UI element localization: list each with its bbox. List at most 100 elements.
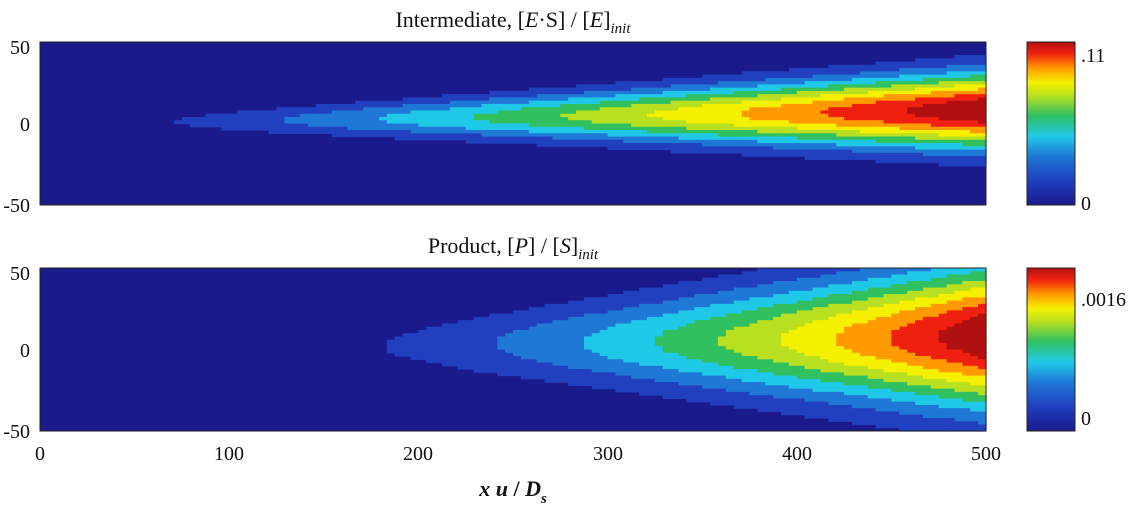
heatmap-cell	[442, 123, 451, 128]
heatmap-cell	[970, 126, 979, 131]
heatmap-cell	[922, 378, 932, 383]
heatmap-cell	[788, 404, 798, 409]
heatmap-cell	[883, 68, 892, 72]
heatmap-cell	[804, 359, 814, 364]
heatmap-cell	[773, 123, 782, 128]
heatmap-cell	[686, 100, 695, 105]
heatmap-cell	[237, 110, 246, 115]
heatmap-cell	[773, 94, 782, 99]
heatmap-cell	[560, 349, 569, 354]
heatmap-cell	[686, 281, 695, 285]
heatmap-cell	[867, 365, 877, 370]
heatmap-cell	[836, 372, 845, 377]
heatmap-cell	[702, 143, 711, 147]
heatmap-cell	[725, 300, 735, 305]
heatmap-cell	[930, 87, 940, 92]
heatmap-cell	[717, 100, 727, 105]
heatmap-cell	[883, 87, 892, 92]
heatmap-cell	[970, 329, 979, 334]
heatmap-cell	[828, 339, 837, 344]
heatmap-cell	[520, 369, 530, 373]
heatmap-cell	[875, 424, 885, 429]
heatmap-cell	[702, 303, 711, 308]
heatmap-cell	[481, 316, 490, 321]
heatmap-cell	[962, 336, 971, 341]
heatmap-cell	[489, 103, 498, 108]
heatmap-cell	[938, 336, 948, 341]
heatmap-cell	[229, 123, 238, 128]
heatmap-cell	[694, 307, 703, 311]
heatmap-cell	[938, 159, 948, 164]
heatmap-cell	[875, 61, 885, 66]
heatmap-cell	[647, 84, 656, 89]
heatmap-cell	[930, 408, 940, 413]
heatmap-cell	[449, 120, 459, 125]
heatmap-cell	[505, 103, 514, 108]
heatmap-cell	[710, 113, 719, 118]
heatmap-cell	[300, 113, 309, 118]
heatmap-cell	[568, 352, 577, 357]
heatmap-cell	[717, 310, 727, 315]
heatmap-cell	[915, 391, 924, 396]
heatmap-cell	[804, 110, 814, 115]
heatmap-cell	[749, 281, 758, 285]
heatmap-cell	[371, 110, 380, 115]
heatmap-cell	[812, 268, 822, 272]
heatmap-cell	[781, 307, 790, 311]
heatmap-cell	[465, 352, 475, 357]
heatmap-cell	[513, 339, 522, 344]
heatmap-cell	[639, 316, 648, 321]
heatmap-cell	[552, 329, 561, 334]
heatmap-cell	[465, 110, 475, 115]
heatmap-cell	[844, 372, 853, 377]
heatmap-cell	[670, 300, 680, 305]
heatmap-cell	[828, 152, 837, 157]
heatmap-cell	[418, 120, 427, 125]
heatmap-cell	[505, 100, 514, 105]
heatmap-cell	[875, 156, 885, 160]
heatmap-cell	[836, 146, 845, 151]
heatmap-cell	[315, 123, 325, 128]
heatmap-cell	[497, 130, 506, 134]
heatmap-cell	[497, 103, 506, 108]
heatmap-cell	[773, 100, 782, 105]
heatmap-cell	[678, 303, 688, 308]
heatmap-cell	[765, 300, 774, 305]
heatmap-cell	[867, 333, 877, 338]
heatmap-cell	[244, 120, 254, 125]
heatmap-cell	[647, 310, 656, 315]
heatmap-cell	[907, 414, 916, 419]
heatmap-cell	[591, 107, 601, 112]
heatmap-cell	[970, 81, 979, 85]
heatmap-cell	[891, 120, 900, 125]
heatmap-cell	[473, 123, 483, 128]
heatmap-cell	[812, 378, 822, 383]
heatmap-cell	[702, 333, 711, 338]
heatmap-cell	[442, 130, 451, 134]
heatmap-cell	[725, 130, 735, 134]
heatmap-cell	[765, 139, 774, 144]
heatmap-cell	[702, 149, 711, 154]
heatmap-cell	[418, 352, 427, 357]
heatmap-cell	[915, 294, 924, 298]
heatmap-cell	[717, 281, 727, 285]
heatmap-cell	[899, 274, 908, 279]
heatmap-cell	[946, 97, 956, 102]
heatmap-cell	[654, 100, 664, 105]
heatmap-cell	[647, 326, 656, 331]
heatmap-cell	[520, 133, 530, 138]
heatmap-cell	[749, 333, 758, 338]
heatmap-cell	[859, 110, 869, 115]
heatmap-cell	[851, 268, 861, 272]
heatmap-cell	[654, 120, 664, 125]
heatmap-cell	[544, 113, 554, 118]
heatmap-cell	[552, 113, 561, 118]
heatmap-cell	[473, 329, 483, 334]
heatmap-cell	[828, 77, 837, 82]
heatmap-cell	[347, 120, 356, 125]
heatmap-cell	[615, 126, 624, 131]
heatmap-cell	[962, 156, 971, 160]
heatmap-cell	[268, 123, 278, 128]
heatmap-cell	[489, 362, 498, 367]
heatmap-cell	[591, 113, 601, 118]
